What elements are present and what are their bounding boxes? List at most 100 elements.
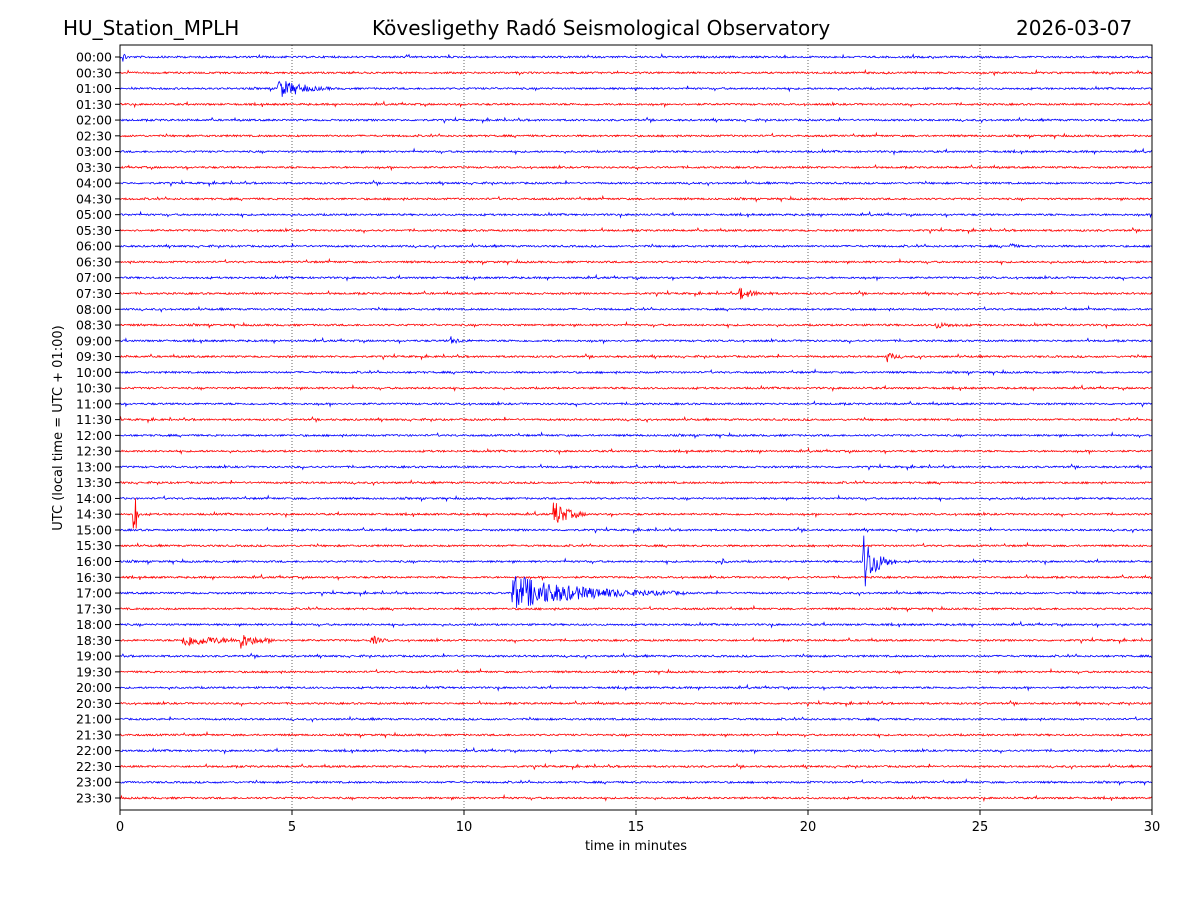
- y-tick-label: 12:00: [76, 428, 112, 443]
- trace-1500: [119, 526, 1153, 535]
- y-tick-label: 20:30: [76, 696, 112, 711]
- y-tick-label: 19:30: [76, 664, 112, 679]
- trace-0800: [119, 305, 1153, 313]
- y-tick-label: 02:30: [76, 128, 112, 143]
- y-tick-label: 06:30: [76, 254, 112, 269]
- trace-2030: [119, 699, 1153, 708]
- x-tick-label: 10: [456, 820, 473, 835]
- y-tick-label: 00:00: [76, 50, 112, 65]
- y-tick-label: 18:30: [76, 633, 112, 648]
- trace-0700: [119, 273, 1153, 282]
- trace-0900: [119, 336, 1153, 345]
- trace-0530: [119, 226, 1153, 235]
- trace-1400: [119, 494, 1153, 503]
- y-tick-label: 15:30: [76, 538, 112, 553]
- trace-1130: [119, 415, 1153, 424]
- trace-0400: [119, 179, 1153, 188]
- trace-1830: [119, 635, 1153, 649]
- trace-2100: [119, 715, 1152, 723]
- trace-0500: [119, 210, 1153, 219]
- y-tick-label: 21:00: [76, 712, 112, 727]
- trace-1600: [119, 535, 1153, 587]
- y-tick-label: 03:30: [76, 160, 112, 175]
- date-label: 2026-03-07: [1016, 16, 1133, 40]
- y-tick-label: 16:00: [76, 554, 112, 569]
- y-tick-label: 04:30: [76, 191, 112, 206]
- trace-2200: [119, 746, 1153, 755]
- trace-0230: [119, 131, 1153, 140]
- trace-0630: [119, 257, 1153, 266]
- chart-title: Kövesligethy Radó Seismological Observat…: [372, 16, 831, 40]
- y-axis-label: UTC (local time = UTC + 01:00): [51, 325, 66, 530]
- trace-0730: [119, 287, 1153, 300]
- y-axis: 00:0000:3001:0001:3002:0002:3003:0003:30…: [76, 50, 120, 806]
- y-tick-label: 13:00: [76, 459, 112, 474]
- trace-1300: [119, 463, 1153, 471]
- trace-1430: [119, 498, 1153, 529]
- x-tick-label: 30: [1144, 820, 1161, 835]
- grid-lines: [291, 45, 981, 810]
- y-tick-label: 05:30: [76, 223, 112, 238]
- y-tick-label: 09:00: [76, 333, 112, 348]
- y-tick-label: 02:00: [76, 113, 112, 128]
- y-tick-label: 20:00: [76, 680, 112, 695]
- y-tick-label: 10:30: [76, 381, 112, 396]
- y-tick-label: 01:00: [76, 81, 112, 96]
- trace-0130: [119, 100, 1153, 109]
- y-tick-label: 05:00: [76, 207, 112, 222]
- x-axis-label: time in minutes: [585, 839, 687, 854]
- y-tick-label: 19:00: [76, 649, 112, 664]
- y-tick-label: 06:00: [76, 239, 112, 254]
- y-tick-label: 09:30: [76, 349, 112, 364]
- y-tick-label: 11:30: [76, 412, 112, 427]
- trace-2230: [119, 762, 1153, 771]
- y-tick-label: 15:00: [76, 522, 112, 537]
- y-tick-label: 03:00: [76, 144, 112, 159]
- trace-2330: [119, 793, 1153, 803]
- y-tick-label: 23:30: [76, 791, 112, 806]
- trace-0300: [119, 147, 1153, 156]
- trace-1530: [119, 541, 1153, 549]
- y-tick-label: 14:30: [76, 507, 112, 522]
- station-name: HU_Station_MPLH: [63, 16, 240, 40]
- trace-0430: [119, 194, 1153, 203]
- x-tick-label: 25: [972, 820, 989, 835]
- trace-2000: [119, 683, 1153, 692]
- trace-1000: [119, 368, 1153, 377]
- trace-1930: [119, 667, 1153, 676]
- y-tick-label: 18:00: [76, 617, 112, 632]
- y-tick-label: 07:00: [76, 270, 112, 285]
- trace-1630: [119, 573, 1153, 582]
- trace-0030: [119, 68, 1153, 77]
- y-tick-label: 11:00: [76, 396, 112, 411]
- trace-2300: [119, 778, 1153, 787]
- y-tick-label: 12:30: [76, 444, 112, 459]
- x-axis: 0 5 10 15 20 25 30: [116, 810, 1160, 835]
- y-tick-label: 07:30: [76, 286, 112, 301]
- y-tick-label: 13:30: [76, 475, 112, 490]
- trace-0000: [119, 53, 1153, 62]
- trace-0830: [119, 320, 1153, 330]
- y-tick-label: 17:00: [76, 586, 112, 601]
- y-tick-label: 23:00: [76, 775, 112, 790]
- trace-1800: [119, 620, 1153, 629]
- traces: [119, 53, 1153, 803]
- trace-1330: [119, 479, 1153, 487]
- y-tick-label: 14:00: [76, 491, 112, 506]
- y-tick-label: 10:00: [76, 365, 112, 380]
- y-tick-label: 04:00: [76, 176, 112, 191]
- y-tick-label: 17:30: [76, 601, 112, 616]
- y-tick-label: 22:00: [76, 743, 112, 758]
- y-tick-label: 00:30: [76, 65, 112, 80]
- y-tick-label: 08:30: [76, 318, 112, 333]
- trace-1200: [119, 431, 1153, 440]
- trace-1900: [119, 652, 1153, 660]
- trace-0600: [119, 242, 1153, 250]
- trace-1030: [119, 384, 1153, 393]
- x-tick-label: 20: [800, 820, 817, 835]
- trace-1730: [119, 604, 1153, 613]
- x-tick-label: 0: [116, 820, 124, 835]
- trace-0200: [119, 116, 1153, 125]
